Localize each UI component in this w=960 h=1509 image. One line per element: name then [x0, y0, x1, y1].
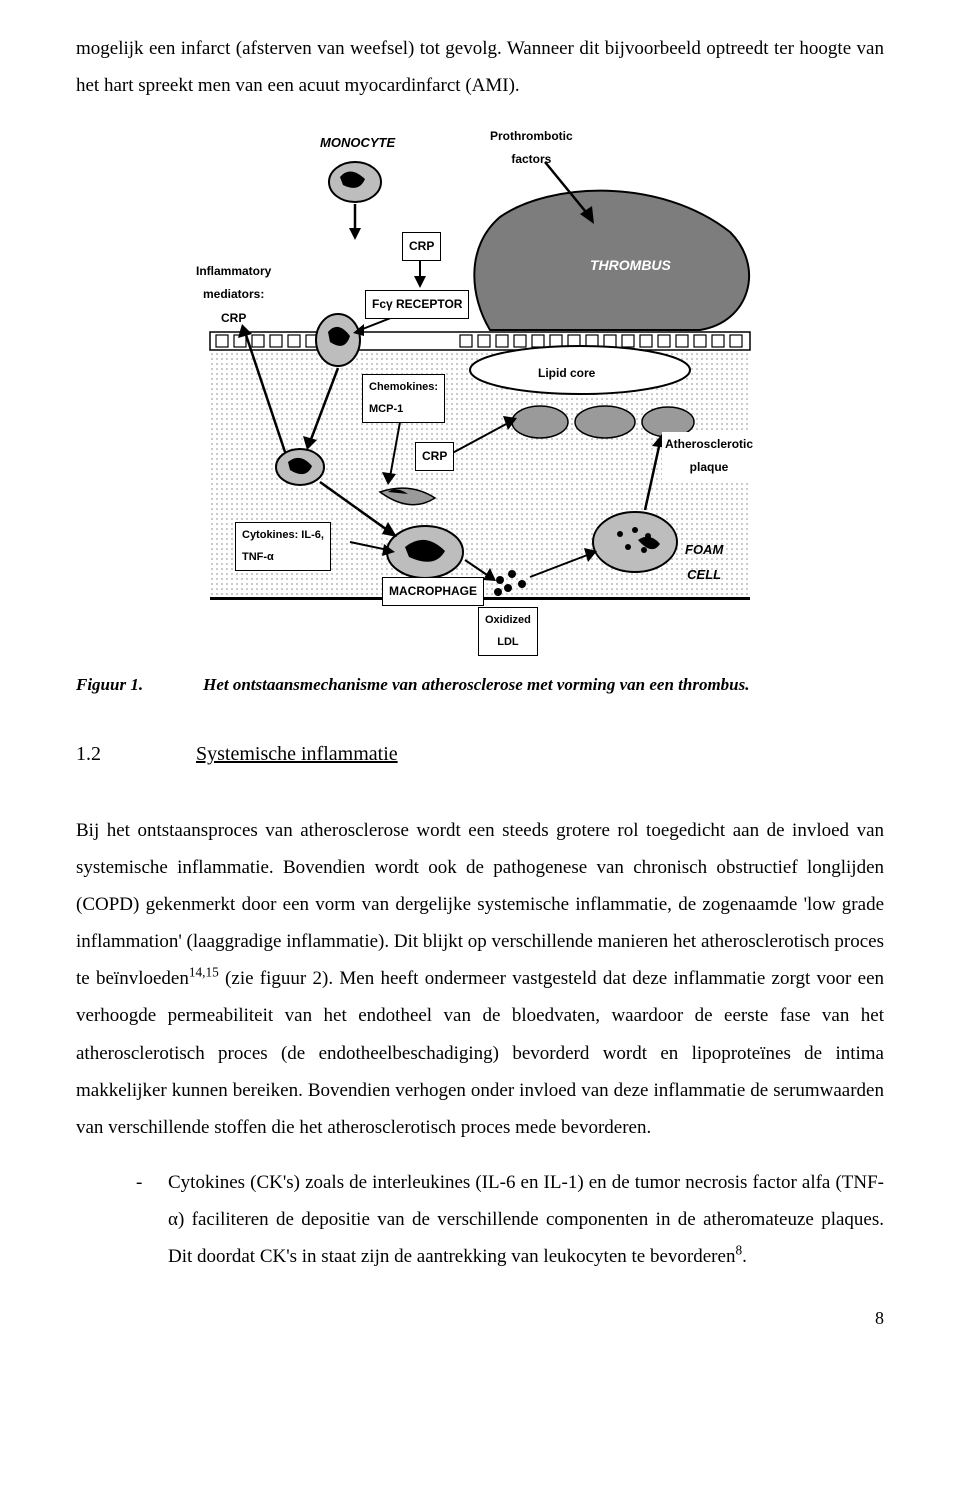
figure-caption: Figuur 1. Het ontstaansmechanisme van at… — [76, 668, 884, 701]
section-heading: 1.2 Systemische inflammatie — [76, 735, 884, 774]
label-macrophage: MACROPHAGE — [382, 577, 484, 606]
bullet-text-post: . — [742, 1246, 747, 1267]
label-fcy-receptor: Fcγ RECEPTOR — [365, 290, 469, 319]
label-monocyte: MONOCYTE — [320, 130, 395, 155]
section-title: Systemische inflammatie — [196, 735, 398, 774]
body-paragraph: Bij het ontstaansproces van atherosclero… — [76, 812, 884, 1145]
body-text-mid: (zie figuur 2). Men heeft ondermeer vast… — [76, 968, 884, 1137]
bullet-text: Cytokines (CK's) zoals de interleukines … — [168, 1164, 884, 1275]
label-oxidized-ldl: Oxidized LDL — [478, 607, 538, 656]
label-chemokines: Chemokines: MCP-1 — [362, 374, 445, 423]
intro-paragraph: mogelijk een infarct (afsterven van weef… — [76, 30, 884, 104]
label-thrombus: THROMBUS — [590, 252, 671, 279]
label-prothrombotic: Prothrombotic factors — [490, 125, 573, 172]
caption-text: Het ontstaansmechanisme van atherosclero… — [203, 668, 884, 701]
label-crp-top: CRP — [402, 232, 441, 261]
label-crp-mid: CRP — [415, 442, 454, 471]
page-number: 8 — [76, 1301, 884, 1336]
caption-label: Figuur 1. — [76, 668, 143, 701]
figure-canvas: MONOCYTE Prothrombotic factors THROMBUS … — [190, 122, 770, 642]
bullet-text-pre: Cytokines (CK's) zoals de interleukines … — [168, 1172, 884, 1267]
label-lipid-core: Lipid core — [538, 362, 595, 385]
citation-14-15: 14,15 — [189, 965, 219, 980]
label-inflammatory-mediators: Inflammatory mediators: CRP — [196, 260, 271, 330]
figure-1: MONOCYTE Prothrombotic factors THROMBUS … — [76, 122, 884, 642]
label-atherosclerotic-plaque: Atherosclerotic plaque — [662, 432, 756, 481]
label-foam-cell: FOAM CELL — [685, 537, 723, 588]
label-cytokines: Cytokines: IL-6, TNF-α — [235, 522, 331, 571]
section-number: 1.2 — [76, 735, 101, 774]
bullet-item: - Cytokines (CK's) zoals de interleukine… — [136, 1164, 884, 1275]
bullet-dash: - — [136, 1164, 168, 1275]
